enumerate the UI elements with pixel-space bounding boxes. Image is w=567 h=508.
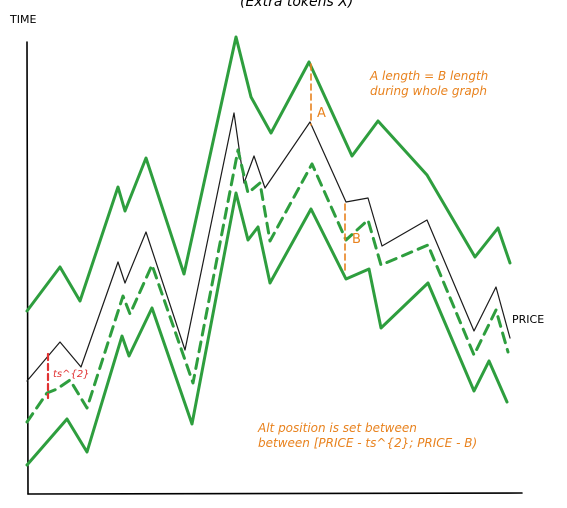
y-axis bbox=[26, 41, 29, 495]
note-ab-line1: A length = B length bbox=[369, 69, 488, 83]
price-line bbox=[26, 112, 511, 382]
diagram-title: (Extra tokens X) bbox=[240, 0, 353, 10]
marker-b-label: B bbox=[352, 232, 361, 247]
upper-bound-line bbox=[25, 35, 512, 313]
lower-bound-line bbox=[25, 191, 509, 467]
y-axis-label: TIME bbox=[9, 13, 36, 26]
note-ab-line2: during whole graph bbox=[370, 84, 487, 98]
alt-position-dashed-line bbox=[25, 148, 510, 424]
marker-a-label: A bbox=[317, 106, 326, 121]
note-alt-line1: Alt position is set between bbox=[257, 421, 417, 435]
price-label: PRICE bbox=[512, 313, 544, 326]
ab-markers bbox=[310, 63, 346, 275]
note-alt-line2: between [PRICE - ts^{2}; PRICE - B) bbox=[258, 436, 477, 450]
x-axis bbox=[27, 492, 523, 495]
marker-ts-label: ts^{2} bbox=[53, 369, 90, 380]
